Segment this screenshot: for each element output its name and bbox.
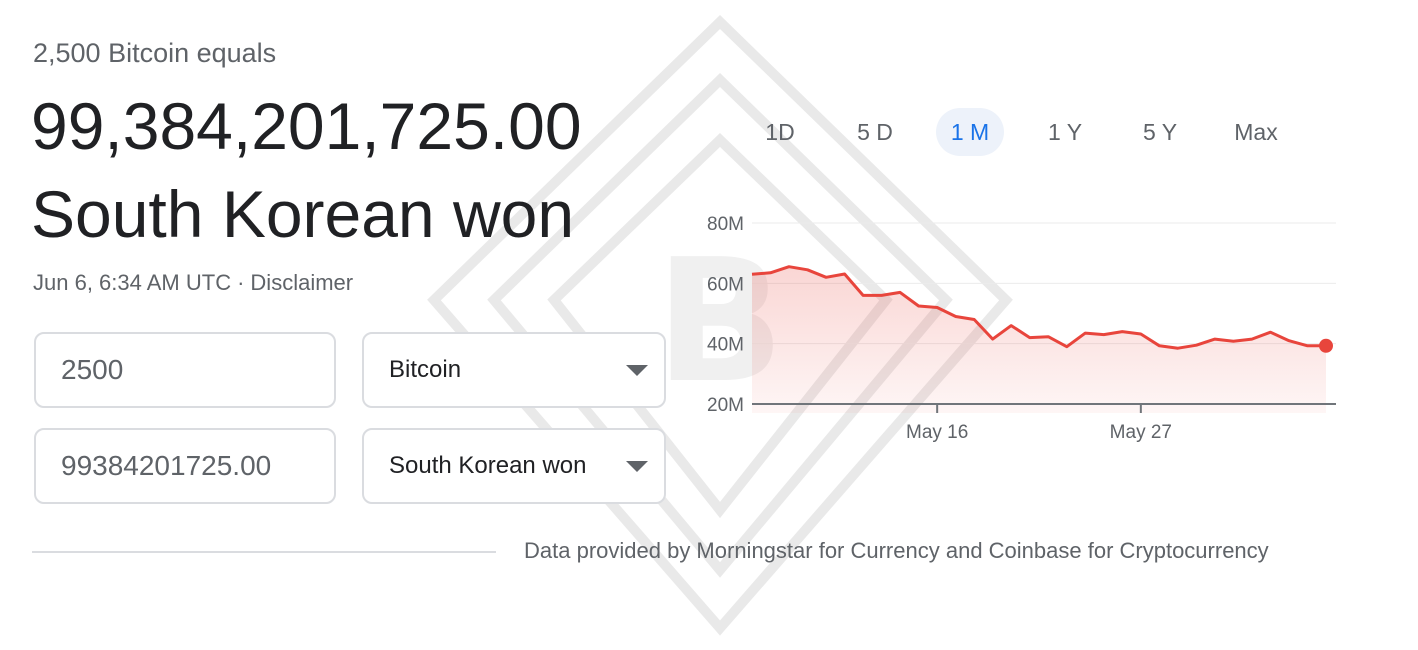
y-tick-label: 60M: [707, 274, 744, 295]
divider: [32, 551, 496, 553]
from-currency-select[interactable]: Bitcoin: [362, 332, 666, 408]
to-currency-select[interactable]: South Korean won: [362, 428, 666, 504]
result-amount: 99,384,201,725.00: [31, 89, 582, 163]
tab-1m[interactable]: 1 M: [936, 108, 1004, 156]
tab-1d[interactable]: 1D: [765, 119, 795, 145]
chart-current-point: [1319, 338, 1333, 353]
conversion-result: 99,384,201,725.00 South Korean won: [31, 82, 582, 258]
chart-series-line: [751, 265, 1326, 350]
tab-5d[interactable]: 5 D: [857, 119, 893, 145]
y-tick-label: 20M: [707, 395, 744, 416]
dropdown-arrow-icon: [626, 365, 648, 376]
conversion-equals-label: 2,500 Bitcoin equals: [33, 38, 277, 68]
y-tick-label: 40M: [707, 335, 744, 356]
x-tick-label: May 27: [1110, 422, 1172, 443]
rate-timestamp-row: Jun 6, 6:34 AM UTC · Disclaimer: [33, 270, 353, 296]
chart-svg: 20M 40M 60M 80M May 16 May 27: [707, 214, 1336, 443]
from-currency-label: Bitcoin: [389, 356, 462, 383]
dropdown-arrow-icon: [626, 461, 648, 472]
meta-separator: ·: [237, 270, 245, 295]
y-tick-label: 80M: [707, 214, 744, 235]
tab-5y[interactable]: 5 Y: [1142, 119, 1178, 145]
result-currency: South Korean won: [31, 177, 575, 251]
to-currency-label: South Korean won: [389, 452, 587, 479]
from-amount-input[interactable]: 2500: [34, 332, 336, 408]
disclaimer-link[interactable]: Disclaimer: [250, 270, 354, 295]
x-tick-label: May 16: [906, 422, 968, 443]
tab-max[interactable]: Max: [1234, 119, 1278, 145]
data-source-note: Data provided by Morningstar for Currenc…: [524, 538, 1269, 563]
exchange-rate-chart: 20M 40M 60M 80M May 16 May 27: [690, 200, 1350, 460]
chart-area-fill: [752, 266, 1326, 413]
rate-timestamp: Jun 6, 6:34 AM UTC: [33, 270, 232, 295]
tab-1y[interactable]: 1 Y: [1047, 119, 1083, 145]
to-amount-input[interactable]: 99384201725.00: [34, 428, 336, 504]
